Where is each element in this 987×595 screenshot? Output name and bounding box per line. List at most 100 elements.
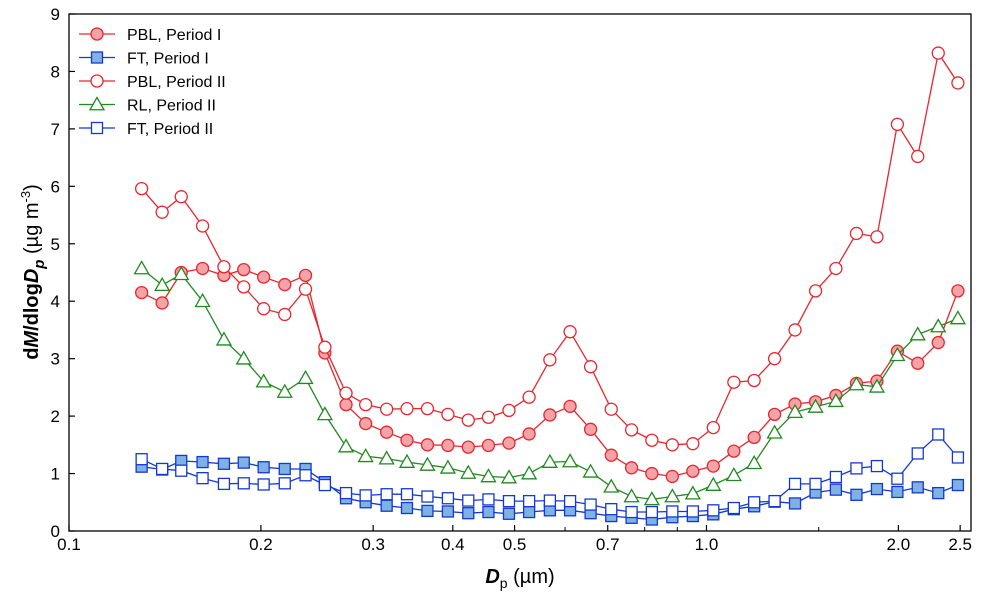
- series-1-point-19: [522, 505, 536, 519]
- series-3-point-38: [909, 326, 926, 341]
- series-layer: [133, 46, 967, 526]
- series-2-point-21: [563, 325, 577, 339]
- series-2-point-24: [624, 423, 639, 437]
- series-1-point-32: [788, 497, 802, 510]
- series-3-point-31: [766, 424, 783, 439]
- series-2-point-5: [237, 280, 251, 294]
- series-0-point-12: [380, 425, 394, 439]
- y-tick-label-1: 1: [51, 465, 60, 484]
- legend-label-3: RL, Period II: [127, 98, 216, 115]
- series-4-point-17: [482, 493, 495, 506]
- series-0-point-1: [155, 296, 169, 310]
- series-0-point-40: [951, 284, 965, 298]
- series-3-point-17: [480, 468, 497, 483]
- series-4: [135, 428, 965, 519]
- series-2-point-29: [727, 375, 741, 389]
- series-0-point-19: [522, 427, 536, 441]
- series-0-point-24: [624, 461, 639, 475]
- series-3-point-29: [725, 466, 742, 482]
- x-tick-label-8: 2.5: [948, 535, 972, 554]
- series-4-point-8: [299, 469, 312, 482]
- series-1-point-36: [870, 482, 884, 496]
- y-tick-label-4: 4: [51, 292, 60, 311]
- series-2-point-2: [174, 190, 188, 204]
- y-tick-label-0: 0: [51, 522, 60, 541]
- series-3-point-18: [500, 469, 518, 484]
- series-1-point-5: [237, 456, 250, 469]
- series-4-point-28: [707, 504, 720, 517]
- y-tick-label-2: 2: [51, 407, 60, 426]
- x-tick-label-7: 2.0: [887, 535, 911, 554]
- series-2-point-28: [706, 420, 720, 435]
- series-0-point-30: [747, 430, 761, 445]
- series-0-point-22: [583, 422, 598, 436]
- series-0-point-7: [278, 277, 292, 292]
- series-4-point-3: [196, 472, 209, 485]
- legend-entry-1: FT, Period I: [79, 51, 209, 68]
- series-2-point-8: [298, 282, 313, 296]
- series-4-point-27: [686, 505, 699, 518]
- series-1-point-3: [196, 455, 209, 469]
- y-axis-title: dM/dlogDp (µg m-3): [18, 184, 48, 360]
- series-1-point-12: [380, 499, 393, 512]
- series-1-point-37: [891, 485, 904, 499]
- series-4-point-19: [522, 494, 536, 508]
- series-4-point-20: [543, 494, 557, 507]
- series-0-point-5: [237, 262, 251, 277]
- series-0-point-26: [665, 469, 679, 484]
- series-4-point-32: [788, 477, 802, 491]
- series-2-point-9: [318, 340, 332, 354]
- series-3-point-3: [194, 292, 211, 308]
- series-3-point-39: [930, 318, 947, 333]
- series-2-point-32: [788, 323, 802, 337]
- series-2-point-4: [217, 260, 231, 274]
- series-3-point-23: [603, 478, 620, 493]
- series-3-point-7: [276, 383, 293, 398]
- series-4-point-11: [359, 489, 372, 502]
- series-0-point-6: [257, 270, 271, 284]
- series-2-point-34: [829, 261, 843, 276]
- series-3-point-8: [297, 369, 314, 385]
- series-2-point-6: [257, 302, 271, 316]
- series-3-point-0: [133, 260, 150, 275]
- series-3-point-22: [582, 463, 599, 478]
- x-tick-label-6: 1.0: [695, 535, 719, 554]
- series-3-point-25: [643, 491, 660, 506]
- series-3-point-26: [664, 488, 681, 503]
- series-2-point-22: [583, 360, 598, 374]
- legend-marker-2: [90, 74, 104, 88]
- y-tick-label-8: 8: [51, 62, 60, 81]
- series-4-point-29: [727, 501, 741, 515]
- series-1-point-14: [421, 504, 434, 518]
- series-0-point-38: [911, 356, 925, 370]
- x-tick-label-3: 0.4: [441, 535, 465, 554]
- series-4-point-26: [666, 505, 679, 518]
- series-2-point-13: [400, 401, 414, 416]
- series-3-point-37: [889, 346, 906, 362]
- series-2-point-31: [767, 352, 782, 366]
- series-4-point-39: [932, 428, 945, 441]
- series-3-point-16: [460, 464, 477, 479]
- series-2-point-20: [543, 353, 557, 367]
- series-0-point-11: [359, 416, 373, 431]
- series-0-point-13: [400, 433, 414, 447]
- legend-label-2: PBL, Period II: [127, 74, 226, 91]
- series-3-point-30: [746, 454, 763, 470]
- legend-entry-2: PBL, Period II: [79, 74, 226, 91]
- series-3-point-34: [827, 392, 845, 408]
- series-4-point-15: [441, 492, 455, 505]
- series-2-point-38: [911, 149, 925, 164]
- legend-marker-1: [90, 51, 104, 64]
- series-2-point-23: [604, 402, 618, 416]
- series-3-point-12: [378, 450, 395, 465]
- series-0-point-17: [481, 438, 496, 453]
- series-0-point-27: [686, 464, 700, 478]
- series-3-point-36: [868, 378, 886, 393]
- series-0-point-8: [298, 268, 313, 283]
- series-4-point-23: [605, 503, 618, 516]
- series-2-point-19: [522, 390, 536, 404]
- series-1-point-6: [257, 461, 270, 474]
- series-0-point-21: [563, 399, 577, 413]
- series-1-point-13: [400, 501, 414, 515]
